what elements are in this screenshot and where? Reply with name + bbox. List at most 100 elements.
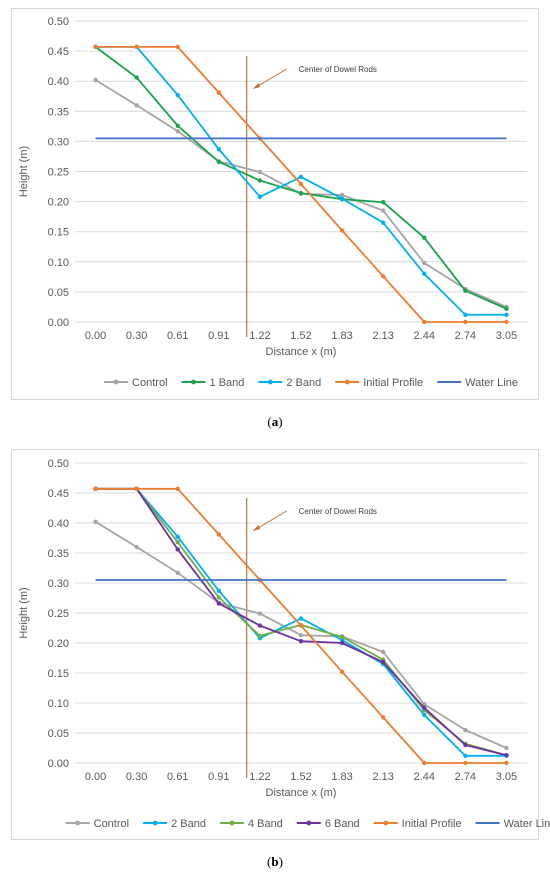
- chart1-x-tick-label: 1.83: [331, 771, 352, 783]
- chart1-y-tick-label: 0.45: [48, 488, 69, 500]
- chart1-y-tick-label: 0.35: [48, 548, 69, 560]
- chart1-x-tick-label: 2.13: [372, 771, 393, 783]
- chart0-point-control: [422, 260, 427, 266]
- chart1-point-2-band: [216, 588, 222, 593]
- chart1-y-tick-label: 0.30: [48, 578, 69, 590]
- chart1-point-2-band: [298, 616, 304, 621]
- chart0-x-tick-label: 1.83: [331, 330, 352, 342]
- chart1-series-line-6-band: [95, 487, 507, 757]
- chart1-annotation-arrowhead: [252, 525, 261, 531]
- chart0-point-initial-profile: [134, 44, 139, 50]
- chart1-legend-marker-6-band: [306, 820, 312, 826]
- chart0-point-1-band: [298, 190, 304, 196]
- chart0-y-tick-label: 0.45: [48, 46, 69, 58]
- chart0-y-tick-label: 0.20: [48, 197, 69, 209]
- chart0-y-axis-title: Height (m): [18, 146, 30, 197]
- chart0-point-initial-profile: [93, 44, 98, 50]
- chart0-legend-marker-1-band: [191, 379, 196, 385]
- chart1-x-tick-label: 2.74: [455, 771, 476, 783]
- chart0-y-tick-label: 0.40: [48, 76, 69, 88]
- chart1-point-initial-profile: [463, 760, 468, 766]
- chart0-point-initial-profile: [216, 90, 222, 95]
- chart0-y-tick-label: 0.25: [48, 167, 69, 179]
- chart1-y-tick-label: 0.50: [48, 458, 69, 470]
- chart0-point-2-band: [422, 271, 427, 277]
- chart0-annotation-label: Center of Dowel Rods: [299, 65, 377, 74]
- caption-a: (a): [267, 414, 283, 429]
- chart0-x-tick-label: 0.30: [126, 330, 147, 342]
- chart1-point-control: [257, 611, 263, 616]
- chart0-point-initial-profile: [463, 319, 468, 325]
- chart1-point-6-band: [504, 753, 509, 758]
- chart1-point-6-band: [298, 639, 304, 644]
- chart0-point-initial-profile: [504, 319, 509, 325]
- chart0-point-2-band: [380, 220, 386, 225]
- chart1-point-control: [134, 544, 139, 550]
- chart0-y-tick-label: 0.05: [48, 287, 69, 299]
- chart0-x-tick-label: 0.61: [167, 330, 188, 342]
- chart1-point-4-band: [175, 540, 180, 545]
- chart1-point-6-band: [339, 640, 345, 646]
- chart0-point-1-band: [257, 178, 263, 183]
- chart0-y-tick-label: 0.50: [48, 16, 69, 28]
- chart0-y-tick-label: 0.00: [48, 317, 69, 329]
- chart1-point-4-band: [257, 633, 263, 638]
- chart0-y-tick-label: 0.10: [48, 257, 69, 269]
- chart0-legend-label-control: Control: [132, 377, 167, 389]
- chart0-point-initial-profile: [175, 44, 180, 50]
- caption-b-letter: b: [271, 854, 279, 869]
- chart1-x-tick-label: 0.91: [208, 771, 229, 783]
- chart1-point-initial-profile: [93, 486, 98, 491]
- chart1-legend-label-control: Control: [94, 818, 129, 830]
- chart1-x-tick-label: 0.61: [167, 771, 188, 783]
- chart1-x-axis-title: Distance x (m): [266, 787, 337, 799]
- chart0-legend-label-1-band: 1 Band: [210, 377, 245, 389]
- chart0-point-control: [175, 128, 180, 134]
- chart-b: 0.00 0.05 0.10 0.15 0.20 0.25 0.30 0.35 0.40 0.45…: [18, 458, 550, 830]
- chart1-legend-marker-2-band: [152, 820, 158, 826]
- chart0-point-control: [339, 192, 345, 198]
- chart1-point-control: [298, 633, 304, 638]
- chart1-y-tick-label: 0.00: [48, 758, 69, 770]
- chart1-point-control: [93, 519, 98, 524]
- chart1-point-6-band: [175, 547, 180, 552]
- chart1-y-tick-label: 0.15: [48, 668, 69, 680]
- chart1-x-tick-label: 0.30: [126, 771, 147, 783]
- chart1-point-4-band: [339, 634, 345, 640]
- chart0-legend-label-2-band: 2 Band: [286, 377, 321, 389]
- chart1-y-tick-label: 0.10: [48, 698, 69, 710]
- chart0-x-axis-title: Distance x (m): [266, 346, 337, 358]
- chart1-point-2-band: [463, 753, 468, 758]
- chart1-point-initial-profile: [175, 486, 180, 491]
- chart1-series-line-2-band: [95, 487, 507, 757]
- chart0-x-tick-label: 3.05: [496, 330, 517, 342]
- chart0-legend-marker-2-band: [267, 379, 273, 385]
- chart-frame-a: [11, 8, 539, 400]
- chart1-series-line-4-band: [95, 487, 507, 757]
- chart1-point-initial-profile: [339, 669, 345, 674]
- chart1-point-6-band: [216, 601, 222, 606]
- chart1-x-tick-label: 1.22: [249, 771, 270, 783]
- chart0-y-tick-label: 0.30: [48, 136, 69, 148]
- chart0-x-tick-label: 1.52: [290, 330, 311, 342]
- chart0-point-1-band: [504, 306, 509, 311]
- chart1-point-initial-profile: [298, 623, 304, 628]
- chart0-point-1-band: [422, 235, 427, 240]
- chart1-point-initial-profile: [422, 760, 427, 766]
- chart1-legend-label-water-line: Water Line: [504, 818, 550, 830]
- chart0-legend-label-initial-profile: Initial Profile: [363, 377, 423, 389]
- chart-frame-b: [11, 449, 539, 840]
- chart0-point-1-band: [463, 288, 468, 293]
- chart0-x-tick-label: 2.44: [414, 330, 435, 342]
- chart1-point-6-band: [463, 742, 468, 748]
- chart1-point-2-band: [175, 534, 180, 539]
- chart1-point-initial-profile: [504, 760, 509, 766]
- chart1-x-tick-label: 0.00: [85, 771, 106, 783]
- chart1-point-2-band: [422, 712, 427, 718]
- chart0-legend-label-water-line: Water Line: [465, 377, 518, 389]
- chart1-point-initial-profile: [216, 532, 222, 537]
- chart1-annotation-arrow: [254, 510, 287, 531]
- chart1-x-tick-label: 3.05: [496, 771, 517, 783]
- chart0-x-tick-label: 2.74: [455, 330, 476, 342]
- chart0-point-1-band: [134, 75, 139, 80]
